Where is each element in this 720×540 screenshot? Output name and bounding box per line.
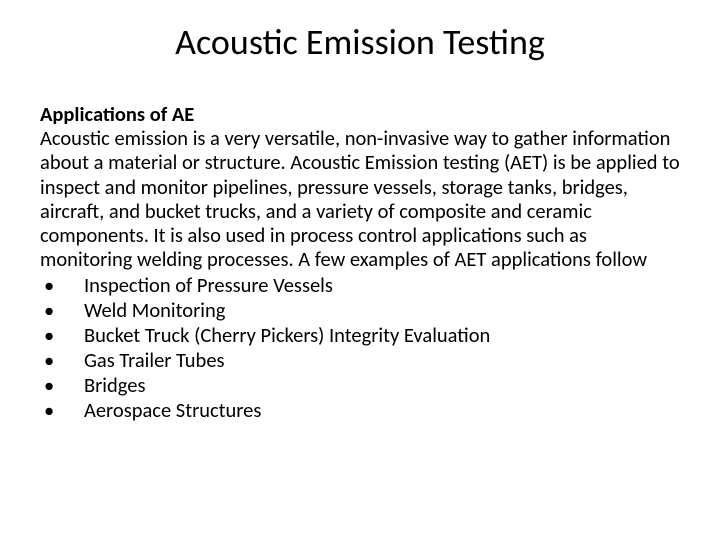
bullet-icon: • [44,323,54,348]
list-item: • Gas Trailer Tubes [40,348,680,373]
content-block: Applications of AE Acoustic emission is … [40,102,680,423]
list-item: • Aerospace Structures [40,398,680,423]
list-item: • Inspection of Pressure Vessels [40,273,680,298]
bullet-icon: • [44,373,54,398]
slide: Acoustic Emission Testing Applications o… [0,0,720,540]
bullet-icon: • [44,298,54,323]
bullet-icon: • [44,398,54,423]
subheading: Applications of AE [40,102,680,126]
list-item-text: Gas Trailer Tubes [84,347,225,373]
list-item: • Weld Monitoring [40,298,680,323]
list-item-text: Bucket Truck (Cherry Pickers) Integrity … [84,322,490,348]
slide-title: Acoustic Emission Testing [40,20,680,64]
bullet-list: • Inspection of Pressure Vessels • Weld … [40,273,680,423]
list-item: • Bridges [40,373,680,398]
list-item-text: Bridges [84,372,145,398]
list-item-text: Weld Monitoring [84,297,225,323]
list-item-text: Aerospace Structures [84,397,261,423]
body-paragraph: Acoustic emission is a very versatile, n… [40,126,680,271]
list-item-text: Inspection of Pressure Vessels [84,272,333,298]
bullet-icon: • [44,273,54,298]
list-item: • Bucket Truck (Cherry Pickers) Integrit… [40,323,680,348]
bullet-icon: • [44,348,54,373]
